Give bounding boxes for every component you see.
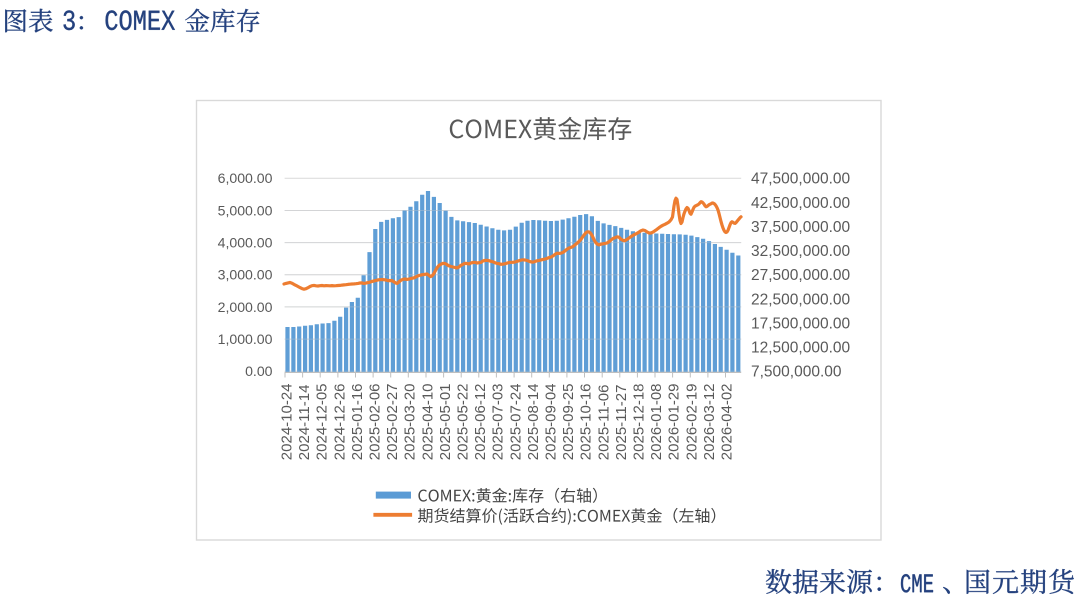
svg-text:2024-12-26: 2024-12-26 (331, 383, 348, 460)
svg-text:2025-07-03: 2025-07-03 (490, 383, 507, 460)
svg-text:47,500,000.00: 47,500,000.00 (751, 171, 851, 188)
svg-text:2026-03-12: 2026-03-12 (701, 383, 718, 460)
svg-text:1,000.00: 1,000.00 (218, 331, 273, 347)
svg-text:7,500,000.00: 7,500,000.00 (751, 364, 842, 381)
svg-text:27,500,000.00: 27,500,000.00 (751, 267, 851, 284)
svg-text:2025-09-25: 2025-09-25 (560, 383, 577, 460)
svg-text:2024-11-14: 2024-11-14 (296, 385, 313, 461)
svg-text:2025-08-14: 2025-08-14 (525, 383, 542, 460)
svg-text:37,500,000.00: 37,500,000.00 (751, 219, 851, 236)
svg-text:2025-07-24: 2025-07-24 (507, 383, 524, 460)
svg-text:2025-04-10: 2025-04-10 (419, 383, 436, 460)
svg-text:2025-09-04: 2025-09-04 (542, 383, 559, 460)
svg-text:42,500,000.00: 42,500,000.00 (751, 195, 851, 212)
svg-text:2026-01-08: 2026-01-08 (648, 383, 665, 460)
svg-text:2,000.00: 2,000.00 (218, 299, 273, 315)
svg-text:17,500,000.00: 17,500,000.00 (751, 315, 851, 332)
svg-text:32,500,000.00: 32,500,000.00 (751, 243, 851, 260)
svg-text:0.00: 0.00 (245, 363, 273, 379)
svg-text:2025-05-22: 2025-05-22 (454, 383, 471, 460)
svg-text:2026-04-02: 2026-04-02 (718, 383, 735, 460)
svg-text:2025-12-18: 2025-12-18 (630, 383, 647, 460)
svg-text:6,000.00: 6,000.00 (218, 170, 273, 186)
svg-text:2026-01-29: 2026-01-29 (666, 383, 683, 460)
svg-text:2025-05-01: 2025-05-01 (437, 383, 454, 460)
svg-text:22,500,000.00: 22,500,000.00 (751, 291, 851, 308)
svg-text:2025-01-16: 2025-01-16 (349, 383, 366, 460)
svg-text:2025-11-27: 2025-11-27 (613, 385, 630, 461)
svg-text:5,000.00: 5,000.00 (218, 202, 273, 218)
svg-text:2025-10-16: 2025-10-16 (578, 383, 595, 460)
svg-text:2025-06-12: 2025-06-12 (472, 383, 489, 460)
svg-text:12,500,000.00: 12,500,000.00 (751, 340, 851, 357)
svg-text:2025-02-06: 2025-02-06 (366, 383, 383, 460)
svg-text:2024-10-24: 2024-10-24 (278, 383, 295, 460)
svg-text:4,000.00: 4,000.00 (218, 235, 273, 251)
svg-text:2025-03-20: 2025-03-20 (402, 383, 419, 460)
svg-text:2025-11-06: 2025-11-06 (595, 385, 612, 461)
svg-text:3,000.00: 3,000.00 (218, 267, 273, 283)
svg-text:2026-02-19: 2026-02-19 (683, 383, 700, 460)
svg-text:2025-02-27: 2025-02-27 (384, 383, 401, 460)
svg-text:2024-12-05: 2024-12-05 (314, 383, 331, 460)
